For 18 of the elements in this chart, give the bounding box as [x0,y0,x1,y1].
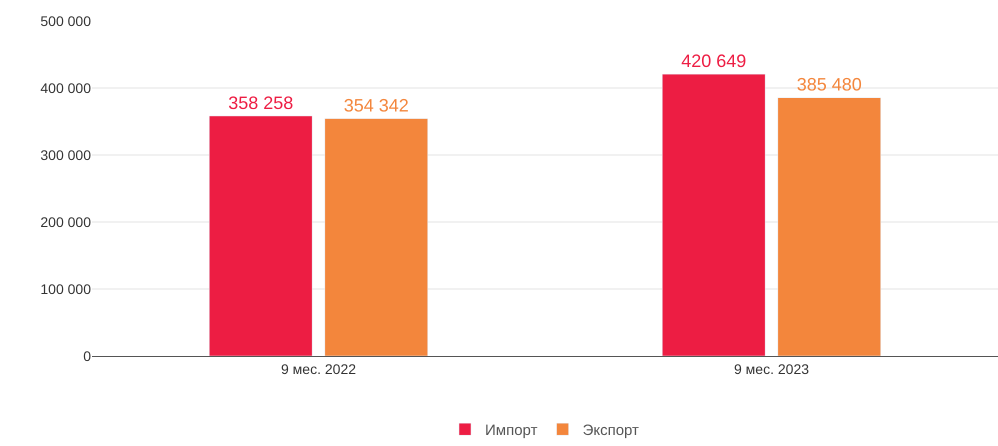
legend-label: Импорт [485,422,538,440]
y-tick-label: 500 000 [40,12,92,29]
legend-label: Экспорт [582,422,640,440]
y-tick-label: 400 000 [40,80,92,96]
data-label: 385 480 [796,74,862,95]
data-label: 420 649 [681,51,746,72]
y-tick-label: 300 000 [40,146,92,163]
data-label: 358 258 [228,92,294,113]
bar [778,97,881,356]
x-tick-label: 9 мес. 2023 [734,360,810,377]
y-tick-label: 200 000 [40,214,92,230]
bar [662,74,766,356]
y-tick-label: 100 000 [40,280,92,297]
bar [209,116,312,356]
y-tick-label: 0 [83,348,92,364]
data-label: 354 342 [344,96,409,116]
bar [324,118,428,356]
x-tick-label: 9 мес. 2022 [280,360,356,377]
